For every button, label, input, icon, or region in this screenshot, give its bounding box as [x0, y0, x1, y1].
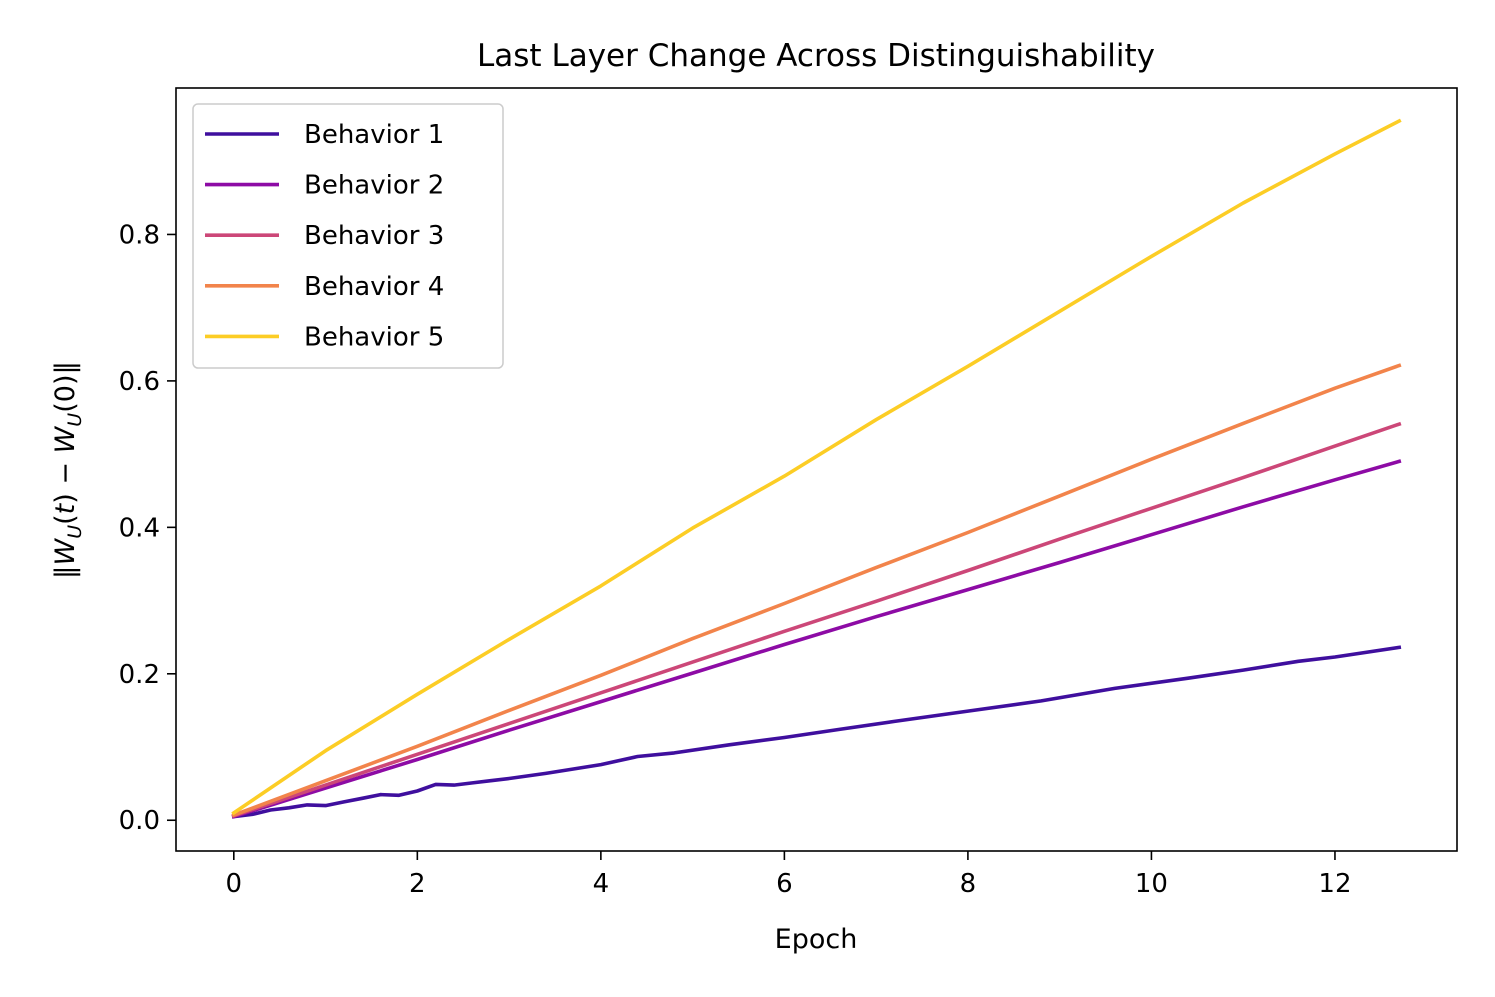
legend: Behavior 1 Behavior 2 Behavior 3 Behavior 4… [192, 103, 504, 369]
y-axis-label-sub1: U [64, 525, 86, 539]
y-axis-label: ‖WU(t) − WU(0)‖ [50, 361, 86, 579]
legend-label-behavior-3: Behavior 3 [304, 221, 444, 251]
x-tick-label: 0 [226, 869, 243, 899]
y-tick-label: 0.2 [119, 660, 160, 690]
series-line-behavior-3 [231, 421, 1402, 819]
legend-label-behavior-4: Behavior 4 [304, 272, 444, 302]
y-axis-label-mid2: ) − [50, 453, 81, 503]
x-tick-label: 2 [409, 869, 426, 899]
series-layer [231, 118, 1402, 819]
x-tick-label: 4 [593, 869, 610, 899]
series-line-behavior-1 [231, 645, 1402, 819]
series-line-behavior-2 [231, 459, 1402, 819]
series-line-behavior-4 [231, 363, 1402, 818]
y-tick-label: 0.4 [119, 513, 160, 543]
ticks-layer: 0 2 4 6 8 10 12 0.0 0.2 0.4 0.6 0.8 [119, 220, 1352, 899]
y-tick-label: 0.8 [119, 220, 160, 250]
y-axis-label-t: t [50, 502, 81, 514]
y-axis-label-end: (0)‖ [50, 361, 81, 413]
x-axis-label: Epoch [775, 924, 858, 955]
x-tick-label: 6 [776, 869, 793, 899]
y-axis-label-w1: W [50, 537, 81, 565]
legend-label-behavior-5: Behavior 5 [304, 322, 444, 352]
x-tick-label: 8 [960, 869, 977, 899]
y-axis-label-open: ‖ [50, 565, 81, 579]
y-axis-label-mid1: ( [50, 514, 81, 525]
y-tick-label: 0.6 [119, 367, 160, 397]
legend-label-behavior-1: Behavior 1 [304, 120, 444, 150]
series-line-behavior-5 [231, 118, 1402, 816]
y-tick-label: 0.0 [119, 806, 160, 836]
chart-title: Last Layer Change Across Distinguishabil… [477, 38, 1155, 74]
y-axis-label-sub2: U [64, 413, 86, 427]
plot-frame [175, 87, 1458, 852]
x-tick-label: 10 [1135, 869, 1168, 899]
y-axis-label-w2: W [50, 425, 81, 453]
x-tick-label: 12 [1318, 869, 1351, 899]
legend-label-behavior-2: Behavior 2 [304, 171, 444, 201]
legend-box [192, 103, 504, 369]
